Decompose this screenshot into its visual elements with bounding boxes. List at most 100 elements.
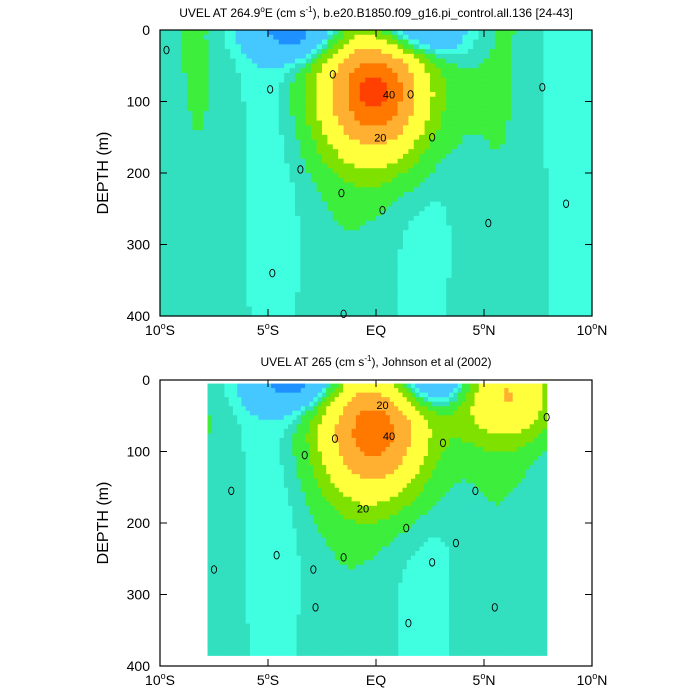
contour-cell: [219, 220, 226, 227]
contour-cell: [554, 30, 561, 36]
contour-cell: [478, 292, 485, 298]
contour-cell: [381, 163, 388, 169]
contour-cell: [392, 296, 399, 303]
contour-cell: [349, 111, 355, 117]
contour-cell: [316, 244, 323, 250]
contour-cell: [494, 173, 501, 179]
contour-cell: [359, 139, 366, 145]
contour-cell: [381, 220, 388, 227]
contour-cell: [575, 111, 582, 117]
contour-cell: [289, 134, 296, 141]
contour-cell: [176, 106, 183, 112]
contour-cell: [311, 63, 318, 69]
contour-cell: [435, 68, 442, 74]
contour-cell: [462, 263, 469, 269]
contour-cell: [435, 173, 442, 179]
contour-cell: [354, 153, 361, 160]
contour-cell: [435, 306, 442, 312]
contour-cell: [268, 239, 274, 246]
contour-cell: [187, 230, 193, 236]
contour-cell: [548, 153, 555, 160]
contour-cell: [235, 49, 242, 55]
contour-cell: [295, 249, 301, 255]
contour-cell: [467, 144, 474, 150]
contour-cell: [165, 277, 172, 284]
contour-cell: [208, 277, 215, 284]
contour-cell: [327, 130, 334, 136]
contour-cell: [284, 277, 291, 284]
contour-cell: [359, 96, 366, 103]
contour-cell: [500, 68, 507, 74]
contour-cell: [462, 139, 469, 145]
contour-cell: [208, 282, 215, 288]
contour-cell: [516, 230, 523, 236]
contour-cell: [246, 234, 253, 241]
contour-cell: [413, 206, 420, 212]
contour-cell: [446, 158, 453, 165]
contour-cell: [230, 115, 237, 122]
contour-cell: [214, 101, 220, 107]
contour-cell: [197, 230, 204, 236]
contour-cell: [230, 211, 237, 217]
contour-cell: [176, 206, 183, 212]
contour-cell: [435, 153, 442, 160]
contour-cell: [527, 158, 534, 165]
contour-cell: [300, 177, 307, 184]
contour-cell: [435, 196, 442, 203]
contour-cell: [257, 273, 264, 279]
contour-cell: [246, 239, 253, 246]
contour-cell: [160, 72, 166, 79]
contour-cell: [424, 249, 431, 255]
contour-cell: [532, 215, 539, 222]
contour-cell: [289, 206, 296, 212]
contour-cell: [392, 177, 399, 184]
contour-cell: [262, 101, 269, 107]
contour-cell: [570, 215, 577, 222]
contour-cell: [532, 106, 539, 112]
contour-cell: [170, 277, 177, 284]
contour-cell: [268, 91, 274, 98]
contour-cell: [473, 96, 480, 103]
contour-cell: [349, 144, 355, 150]
contour-cell: [403, 306, 409, 312]
contour-cell: [516, 287, 523, 293]
x-tick-label: 10oS: [145, 321, 175, 338]
contour-cell: [338, 225, 345, 231]
contour-cell: [289, 63, 296, 69]
contour-cell: [489, 273, 496, 279]
contour-cell: [559, 244, 566, 250]
contour-cell: [305, 311, 312, 317]
contour-cell: [181, 106, 188, 112]
contour-cell: [505, 144, 512, 150]
contour-cell: [581, 49, 588, 55]
contour-cell: [170, 87, 177, 93]
x-tick-label: 10oN: [577, 321, 608, 338]
contour-cell: [451, 96, 458, 103]
contour-cell: [197, 201, 204, 207]
contour-cell: [581, 230, 588, 236]
contour-cell: [197, 168, 204, 174]
contour-cell: [268, 82, 274, 88]
contour-cell: [467, 301, 474, 308]
contour-cell: [538, 225, 544, 231]
contour-cell: [586, 192, 593, 198]
contour-cell: [457, 225, 463, 231]
contour-cell: [538, 158, 544, 165]
contour-cell: [457, 277, 463, 284]
contour-cell: [370, 106, 377, 112]
contour-cell: [521, 163, 528, 169]
contour-cell: [381, 239, 388, 246]
contour-cell: [160, 182, 166, 188]
contour-cell: [332, 268, 339, 274]
contour-cell: [170, 72, 177, 79]
contour-cell: [408, 277, 415, 284]
contour-cell: [462, 244, 469, 250]
contour-cell: [211, 587, 217, 593]
contour-cell: [575, 87, 582, 93]
contour-cell: [207, 442, 213, 448]
contour-cell: [565, 30, 571, 36]
contour-cell: [327, 263, 334, 269]
contour-cell: [327, 39, 334, 45]
contour-cell: [160, 234, 166, 241]
contour-cell: [413, 173, 420, 179]
